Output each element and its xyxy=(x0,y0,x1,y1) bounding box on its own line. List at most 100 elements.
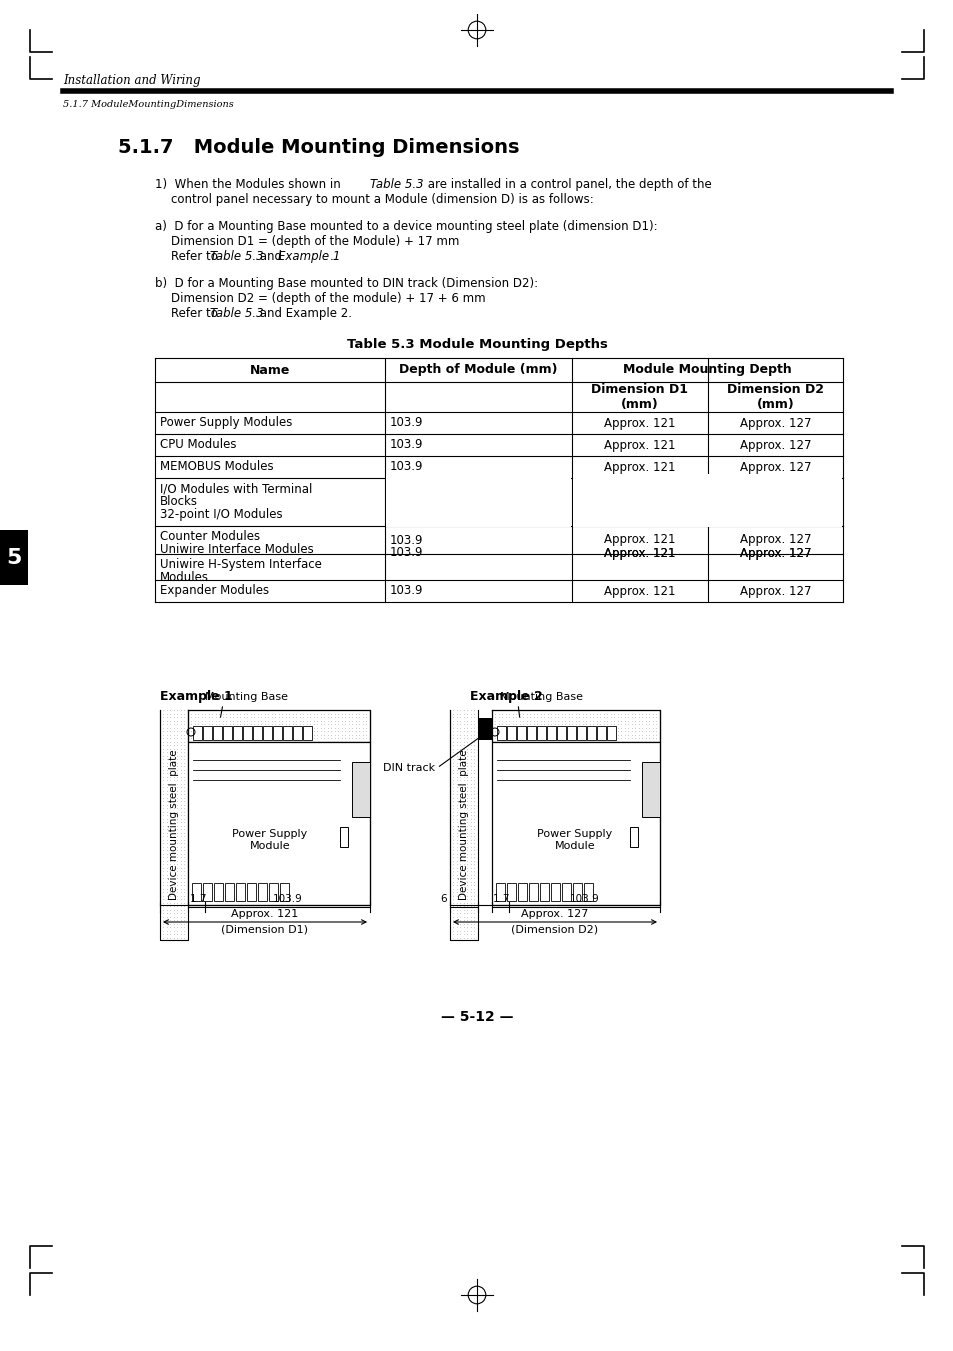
Text: Device mounting steel  plate: Device mounting steel plate xyxy=(169,750,179,900)
Text: Approx. 127: Approx. 127 xyxy=(739,439,810,451)
Bar xyxy=(203,725,212,740)
Text: 103.9: 103.9 xyxy=(390,585,423,597)
Text: 1 7: 1 7 xyxy=(190,894,206,904)
Text: b)  D for a Mounting Base mounted to DIN track (Dimension D2):: b) D for a Mounting Base mounted to DIN … xyxy=(154,277,537,290)
Text: 32-point I/O Modules: 32-point I/O Modules xyxy=(160,508,282,521)
Text: 103.9: 103.9 xyxy=(390,416,423,430)
Text: Installation and Wiring: Installation and Wiring xyxy=(63,74,200,86)
Bar xyxy=(566,725,576,740)
Text: Depth of Module (mm): Depth of Module (mm) xyxy=(399,363,558,377)
Bar xyxy=(339,827,348,847)
Bar xyxy=(497,725,505,740)
Bar xyxy=(526,725,536,740)
Text: Approx. 121: Approx. 121 xyxy=(603,439,675,451)
Bar xyxy=(280,884,289,901)
Bar xyxy=(257,884,267,901)
Text: 103.9: 103.9 xyxy=(390,547,423,559)
Text: Approx. 121: Approx. 121 xyxy=(603,461,675,473)
Text: Approx. 127: Approx. 127 xyxy=(739,496,810,508)
Text: — 5-12 —: — 5-12 — xyxy=(440,1011,513,1024)
Text: 1 7: 1 7 xyxy=(493,894,509,904)
Text: Mounting Base: Mounting Base xyxy=(499,692,582,703)
Bar xyxy=(506,884,516,901)
Text: Refer to: Refer to xyxy=(171,250,221,263)
Bar xyxy=(537,725,545,740)
Bar xyxy=(386,473,571,527)
Bar xyxy=(557,725,565,740)
Text: Approx. 121: Approx. 121 xyxy=(603,534,675,547)
Text: Counter Modules: Counter Modules xyxy=(160,530,260,543)
Bar xyxy=(573,473,841,527)
Bar xyxy=(492,742,659,905)
Bar xyxy=(293,725,302,740)
Text: Example 1: Example 1 xyxy=(277,250,340,263)
Text: Approx. 121: Approx. 121 xyxy=(603,585,675,597)
Bar xyxy=(235,884,245,901)
Text: Power Supply
Module: Power Supply Module xyxy=(233,828,307,851)
Bar xyxy=(641,762,659,817)
Text: .: . xyxy=(330,250,334,263)
Text: 5.1.7   Module Mounting Dimensions: 5.1.7 Module Mounting Dimensions xyxy=(118,138,519,157)
Text: and: and xyxy=(255,250,286,263)
Bar xyxy=(517,884,526,901)
Text: 103.9: 103.9 xyxy=(390,534,423,547)
Text: a)  D for a Mounting Base mounted to a device mounting steel plate (dimension D1: a) D for a Mounting Base mounted to a de… xyxy=(154,220,657,232)
Bar xyxy=(193,725,202,740)
Text: Refer to: Refer to xyxy=(171,307,221,320)
Bar xyxy=(517,725,525,740)
Text: 5: 5 xyxy=(7,547,22,567)
Bar xyxy=(629,827,638,847)
Bar xyxy=(233,725,242,740)
Text: Blocks: Blocks xyxy=(160,494,198,508)
Bar xyxy=(573,884,581,901)
Bar xyxy=(243,725,252,740)
Text: Approx. 127: Approx. 127 xyxy=(739,547,810,559)
Text: Approx. 121: Approx. 121 xyxy=(603,547,675,559)
Text: 103.9: 103.9 xyxy=(390,496,423,508)
Text: Approx. 127: Approx. 127 xyxy=(739,416,810,430)
Bar xyxy=(253,725,262,740)
Bar xyxy=(269,884,277,901)
Text: MEMOBUS Modules: MEMOBUS Modules xyxy=(160,459,274,473)
Text: Approx. 121: Approx. 121 xyxy=(603,496,675,508)
Bar xyxy=(192,884,201,901)
Bar xyxy=(352,762,370,817)
Text: Dimension D1 = (depth of the Module) + 17 mm: Dimension D1 = (depth of the Module) + 1… xyxy=(171,235,459,249)
Text: 1)  When the Modules shown in: 1) When the Modules shown in xyxy=(154,178,344,190)
Bar xyxy=(577,725,585,740)
Text: (Dimension D1): (Dimension D1) xyxy=(221,924,308,934)
Text: Example 1: Example 1 xyxy=(160,690,233,703)
Bar xyxy=(539,884,548,901)
Text: 103.9: 103.9 xyxy=(569,894,598,904)
Text: Dimension D1
(mm): Dimension D1 (mm) xyxy=(591,382,688,411)
Text: Approx. 121: Approx. 121 xyxy=(603,416,675,430)
Text: Expander Modules: Expander Modules xyxy=(160,584,269,597)
Bar xyxy=(0,530,28,585)
Bar xyxy=(303,725,312,740)
Text: Approx. 127: Approx. 127 xyxy=(739,547,810,559)
Bar xyxy=(561,884,571,901)
Text: 103.9: 103.9 xyxy=(390,439,423,451)
Text: Power Supply Modules: Power Supply Modules xyxy=(160,416,292,430)
Bar xyxy=(597,725,605,740)
Bar xyxy=(529,884,537,901)
Text: Approx. 127: Approx. 127 xyxy=(739,461,810,473)
Text: 103.9: 103.9 xyxy=(273,894,302,904)
Text: Approx. 121: Approx. 121 xyxy=(603,547,675,559)
Bar xyxy=(213,884,223,901)
Text: Table 5.3: Table 5.3 xyxy=(210,250,263,263)
Text: 103.9: 103.9 xyxy=(390,461,423,473)
Bar xyxy=(551,884,559,901)
Bar xyxy=(606,725,616,740)
Bar xyxy=(283,725,292,740)
Text: (Dimension D2): (Dimension D2) xyxy=(511,924,598,934)
Bar xyxy=(247,884,255,901)
Text: control panel necessary to mount a Module (dimension D) is as follows:: control panel necessary to mount a Modul… xyxy=(171,193,593,205)
Text: Table 5.3: Table 5.3 xyxy=(370,178,423,190)
Text: Dimension D2 = (depth of the module) + 17 + 6 mm: Dimension D2 = (depth of the module) + 1… xyxy=(171,292,485,305)
Bar xyxy=(188,742,370,905)
Text: Approx. 121: Approx. 121 xyxy=(232,909,298,919)
Bar xyxy=(273,725,282,740)
Text: Dimension D2
(mm): Dimension D2 (mm) xyxy=(726,382,823,411)
Text: I/O Modules with Terminal: I/O Modules with Terminal xyxy=(160,482,312,494)
